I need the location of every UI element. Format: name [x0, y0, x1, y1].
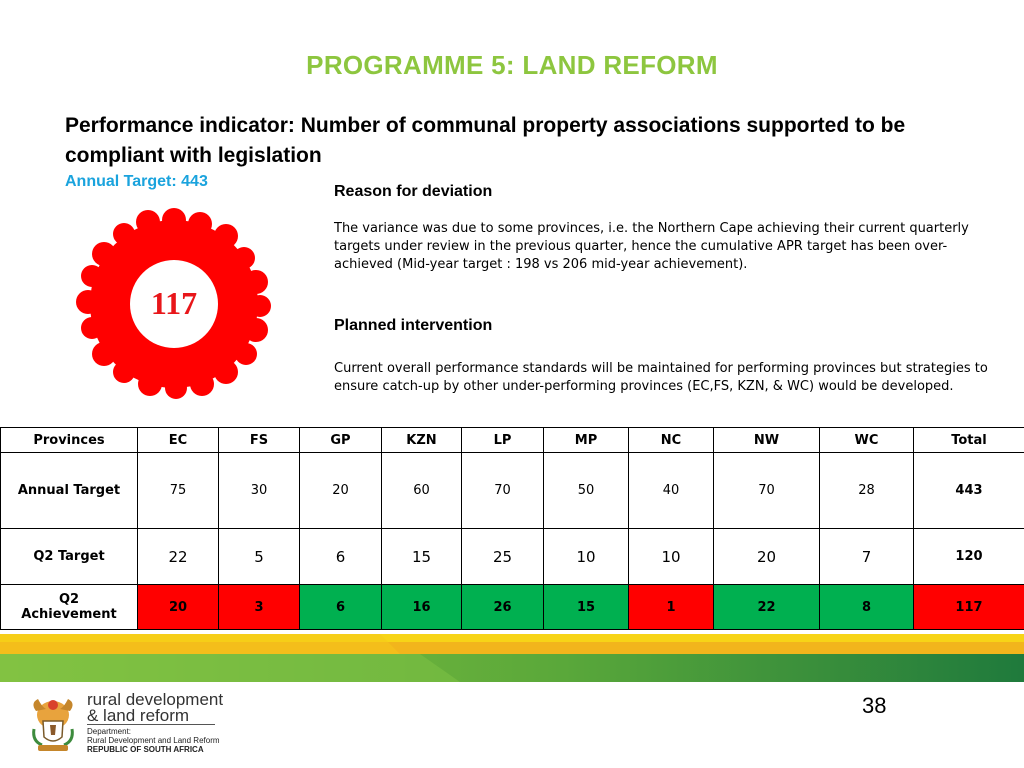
- row-label: Q2 Target: [0, 528, 138, 585]
- table-cell: 10: [628, 528, 714, 585]
- table-cell: 20: [299, 452, 382, 529]
- header-cell: NW: [713, 427, 820, 453]
- row-label: Annual Target: [0, 452, 138, 529]
- table-row-annual-target: Annual Target 75 30 20 60 70 50 40 70 28…: [0, 452, 1024, 529]
- achievement-cell-met: 6: [299, 584, 382, 630]
- table-cell: 22: [137, 528, 219, 585]
- brand-line-2: & land reform: [87, 706, 190, 725]
- table-cell: 70: [461, 452, 544, 529]
- header-cell: KZN: [381, 427, 462, 453]
- red-gear-badge-icon: [76, 208, 271, 399]
- department-name: Rural Development and Land Reform: [87, 736, 220, 745]
- row-label-line: Achievement: [21, 607, 117, 622]
- achievement-cell-under: 1: [628, 584, 714, 630]
- page-title: PROGRAMME 5: LAND REFORM: [306, 50, 718, 80]
- achievement-cell-met: 15: [543, 584, 629, 630]
- header-cell: Provinces: [0, 427, 138, 453]
- reason-heading: Reason for deviation: [334, 183, 493, 200]
- table-cell: 5: [218, 528, 300, 585]
- total-cell: 443: [913, 452, 1024, 529]
- achievement-cell-met: 16: [381, 584, 462, 630]
- table-row-q2-target: Q2 Target 22 5 6 15 25 10 10 20 7 120: [0, 528, 1024, 585]
- intervention-heading: Planned intervention: [334, 317, 493, 334]
- achievement-cell-under: 20: [137, 584, 219, 630]
- header-cell: LP: [461, 427, 544, 453]
- table-cell: 70: [713, 452, 820, 529]
- header-cell: NC: [628, 427, 714, 453]
- footer-color-band: [0, 634, 1024, 682]
- table-cell: 10: [543, 528, 629, 585]
- table-cell: 6: [299, 528, 382, 585]
- department-label: Department:: [87, 727, 132, 736]
- table-row-q2-achievement: Q2 Achievement 20 3 6 16 26 15 1 22 8 117: [0, 584, 1024, 630]
- table-cell: 50: [543, 452, 629, 529]
- achievement-cell-met: 26: [461, 584, 544, 630]
- table-cell: 28: [819, 452, 914, 529]
- table-cell: 30: [218, 452, 300, 529]
- page-number: 38: [862, 693, 887, 718]
- header-cell: WC: [819, 427, 914, 453]
- annual-target-label: Annual Target: 443: [65, 173, 208, 190]
- table-cell: 40: [628, 452, 714, 529]
- header-cell: EC: [137, 427, 219, 453]
- table-cell: 75: [137, 452, 219, 529]
- table-header-row: Provinces EC FS GP KZN LP MP NC NW WC To…: [0, 427, 1024, 453]
- badge-value: 117: [150, 285, 198, 321]
- header-cell: FS: [218, 427, 300, 453]
- achievement-cell-under: 3: [218, 584, 300, 630]
- achievement-cell-met: 8: [819, 584, 914, 630]
- header-cell: MP: [543, 427, 629, 453]
- total-cell: 120: [913, 528, 1024, 585]
- table-cell: 15: [381, 528, 462, 585]
- header-cell: Total: [913, 427, 1024, 453]
- row-label: Q2 Achievement: [0, 584, 138, 630]
- brand-divider: [87, 724, 215, 725]
- achievement-total-cell: 117: [913, 584, 1024, 630]
- header-cell: GP: [299, 427, 382, 453]
- coat-of-arms-icon: [32, 699, 74, 751]
- brand-line-1: rural development: [87, 690, 224, 709]
- reason-text: The variance was due to some provinces, …: [334, 221, 969, 272]
- performance-indicator: Performance indicator: Number of communa…: [65, 114, 906, 167]
- republic-label: REPUBLIC OF SOUTH AFRICA: [87, 745, 204, 754]
- table-cell: 7: [819, 528, 914, 585]
- intervention-text: Current overall performance standards wi…: [334, 361, 988, 394]
- province-performance-table: Provinces EC FS GP KZN LP MP NC NW WC To…: [0, 427, 1024, 630]
- row-label-line: Q2: [58, 592, 80, 607]
- table-cell: 60: [381, 452, 462, 529]
- achievement-cell-met: 22: [713, 584, 820, 630]
- table-cell: 25: [461, 528, 544, 585]
- table-cell: 20: [713, 528, 820, 585]
